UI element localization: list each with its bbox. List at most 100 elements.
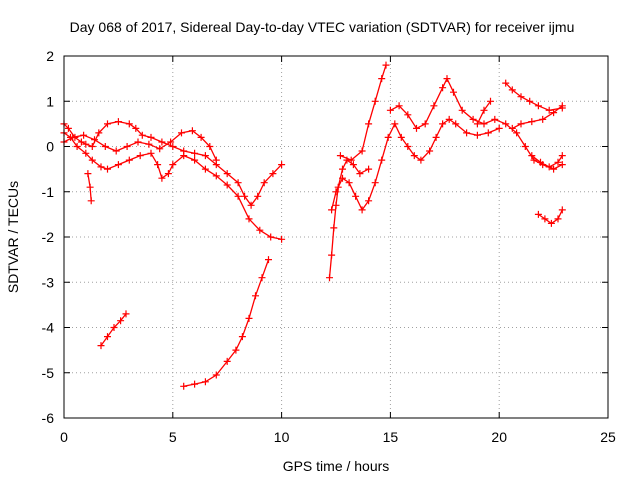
series-trace <box>390 77 563 170</box>
data-point <box>412 124 421 133</box>
data-point <box>558 205 567 214</box>
data-point <box>264 255 273 264</box>
data-point <box>83 169 93 178</box>
x-tick-label: 5 <box>169 429 177 445</box>
data-point <box>153 160 162 169</box>
data-point <box>495 124 504 133</box>
data-point <box>442 74 452 83</box>
data-series <box>59 60 567 391</box>
data-point <box>338 165 347 174</box>
data-point <box>79 131 88 140</box>
x-tick-label: 25 <box>600 429 616 445</box>
series-arc-8 <box>327 115 504 214</box>
series-arc-11 <box>501 78 567 115</box>
data-point <box>336 151 345 160</box>
data-point <box>534 101 543 110</box>
data-point <box>88 142 97 151</box>
y-tick-labels: -6 -5 -4 -3 -2 -1 0 1 2 <box>42 48 55 426</box>
data-point <box>490 115 499 124</box>
x-axis-label: GPS time / hours <box>283 458 390 474</box>
data-point <box>157 137 166 147</box>
data-point <box>473 131 482 140</box>
data-point <box>244 314 254 323</box>
data-point <box>266 232 275 242</box>
series-arc-15 <box>527 151 567 171</box>
data-point <box>558 151 567 160</box>
data-point <box>190 380 199 389</box>
data-point <box>449 88 458 97</box>
series-arc-2 <box>59 128 286 244</box>
data-point <box>384 133 393 142</box>
series-arc-14 <box>534 205 567 228</box>
x-tick-labels: 0 5 10 15 20 25 <box>60 429 616 445</box>
series-trace <box>183 259 270 387</box>
data-point <box>386 106 395 115</box>
data-point <box>377 156 386 165</box>
series-trace <box>340 64 387 161</box>
data-point <box>516 119 526 129</box>
y-tick-label: 2 <box>46 48 54 64</box>
data-point <box>201 377 210 386</box>
data-point <box>85 183 95 192</box>
series-arc-12 <box>508 101 567 133</box>
series-trace <box>538 209 563 225</box>
data-point <box>136 151 145 160</box>
data-point <box>438 83 447 92</box>
data-point <box>146 133 156 142</box>
y-tick-label: -6 <box>42 410 55 426</box>
y-tick-label: -2 <box>42 229 55 245</box>
series-trace <box>63 130 217 161</box>
data-point <box>484 128 493 137</box>
data-point <box>133 137 143 147</box>
y-axis-label: SDTVAR / TECUs <box>5 181 21 293</box>
data-point <box>144 140 153 149</box>
series-trace <box>330 118 500 212</box>
data-point <box>390 119 399 129</box>
series-arc-1 <box>59 117 286 210</box>
data-point <box>371 178 380 187</box>
data-point <box>364 119 373 129</box>
data-point <box>377 74 386 83</box>
data-point <box>190 149 199 158</box>
grid-lines <box>64 56 608 418</box>
data-point <box>257 273 267 282</box>
x-tick-label: 20 <box>491 429 507 445</box>
data-point <box>473 119 482 129</box>
data-point <box>101 142 110 151</box>
x-tick-label: 0 <box>60 429 68 445</box>
series-trace <box>512 105 563 129</box>
data-point <box>251 291 260 300</box>
data-point <box>114 160 123 169</box>
data-point <box>364 165 373 174</box>
data-point <box>432 133 441 142</box>
data-point <box>521 142 530 151</box>
y-tick-label: -3 <box>42 274 55 290</box>
series-arc-5 <box>96 309 131 350</box>
plot-frame <box>63 55 609 419</box>
data-point <box>381 60 391 70</box>
data-point <box>114 117 123 126</box>
y-tick-label: -1 <box>42 184 55 200</box>
data-point <box>87 196 96 205</box>
data-point <box>327 205 336 214</box>
chart-title: Day 068 of 2017, Sidereal Day-to-day VTE… <box>70 19 575 35</box>
series-arc-7 <box>325 156 373 282</box>
data-point <box>103 165 112 174</box>
data-point <box>479 119 489 129</box>
x-tick-label: 10 <box>274 429 290 445</box>
data-point <box>112 146 121 156</box>
data-point <box>421 119 430 129</box>
data-point <box>327 251 336 260</box>
data-point <box>155 144 164 153</box>
series-arc-6 <box>179 255 273 391</box>
x-tick-label: 15 <box>383 429 399 445</box>
data-point <box>525 97 534 106</box>
data-point <box>329 223 338 232</box>
series-arc-13 <box>473 97 495 129</box>
data-point <box>179 382 188 391</box>
y-tick-label: 0 <box>46 139 54 155</box>
series-trace <box>505 82 563 111</box>
data-point <box>538 115 547 124</box>
